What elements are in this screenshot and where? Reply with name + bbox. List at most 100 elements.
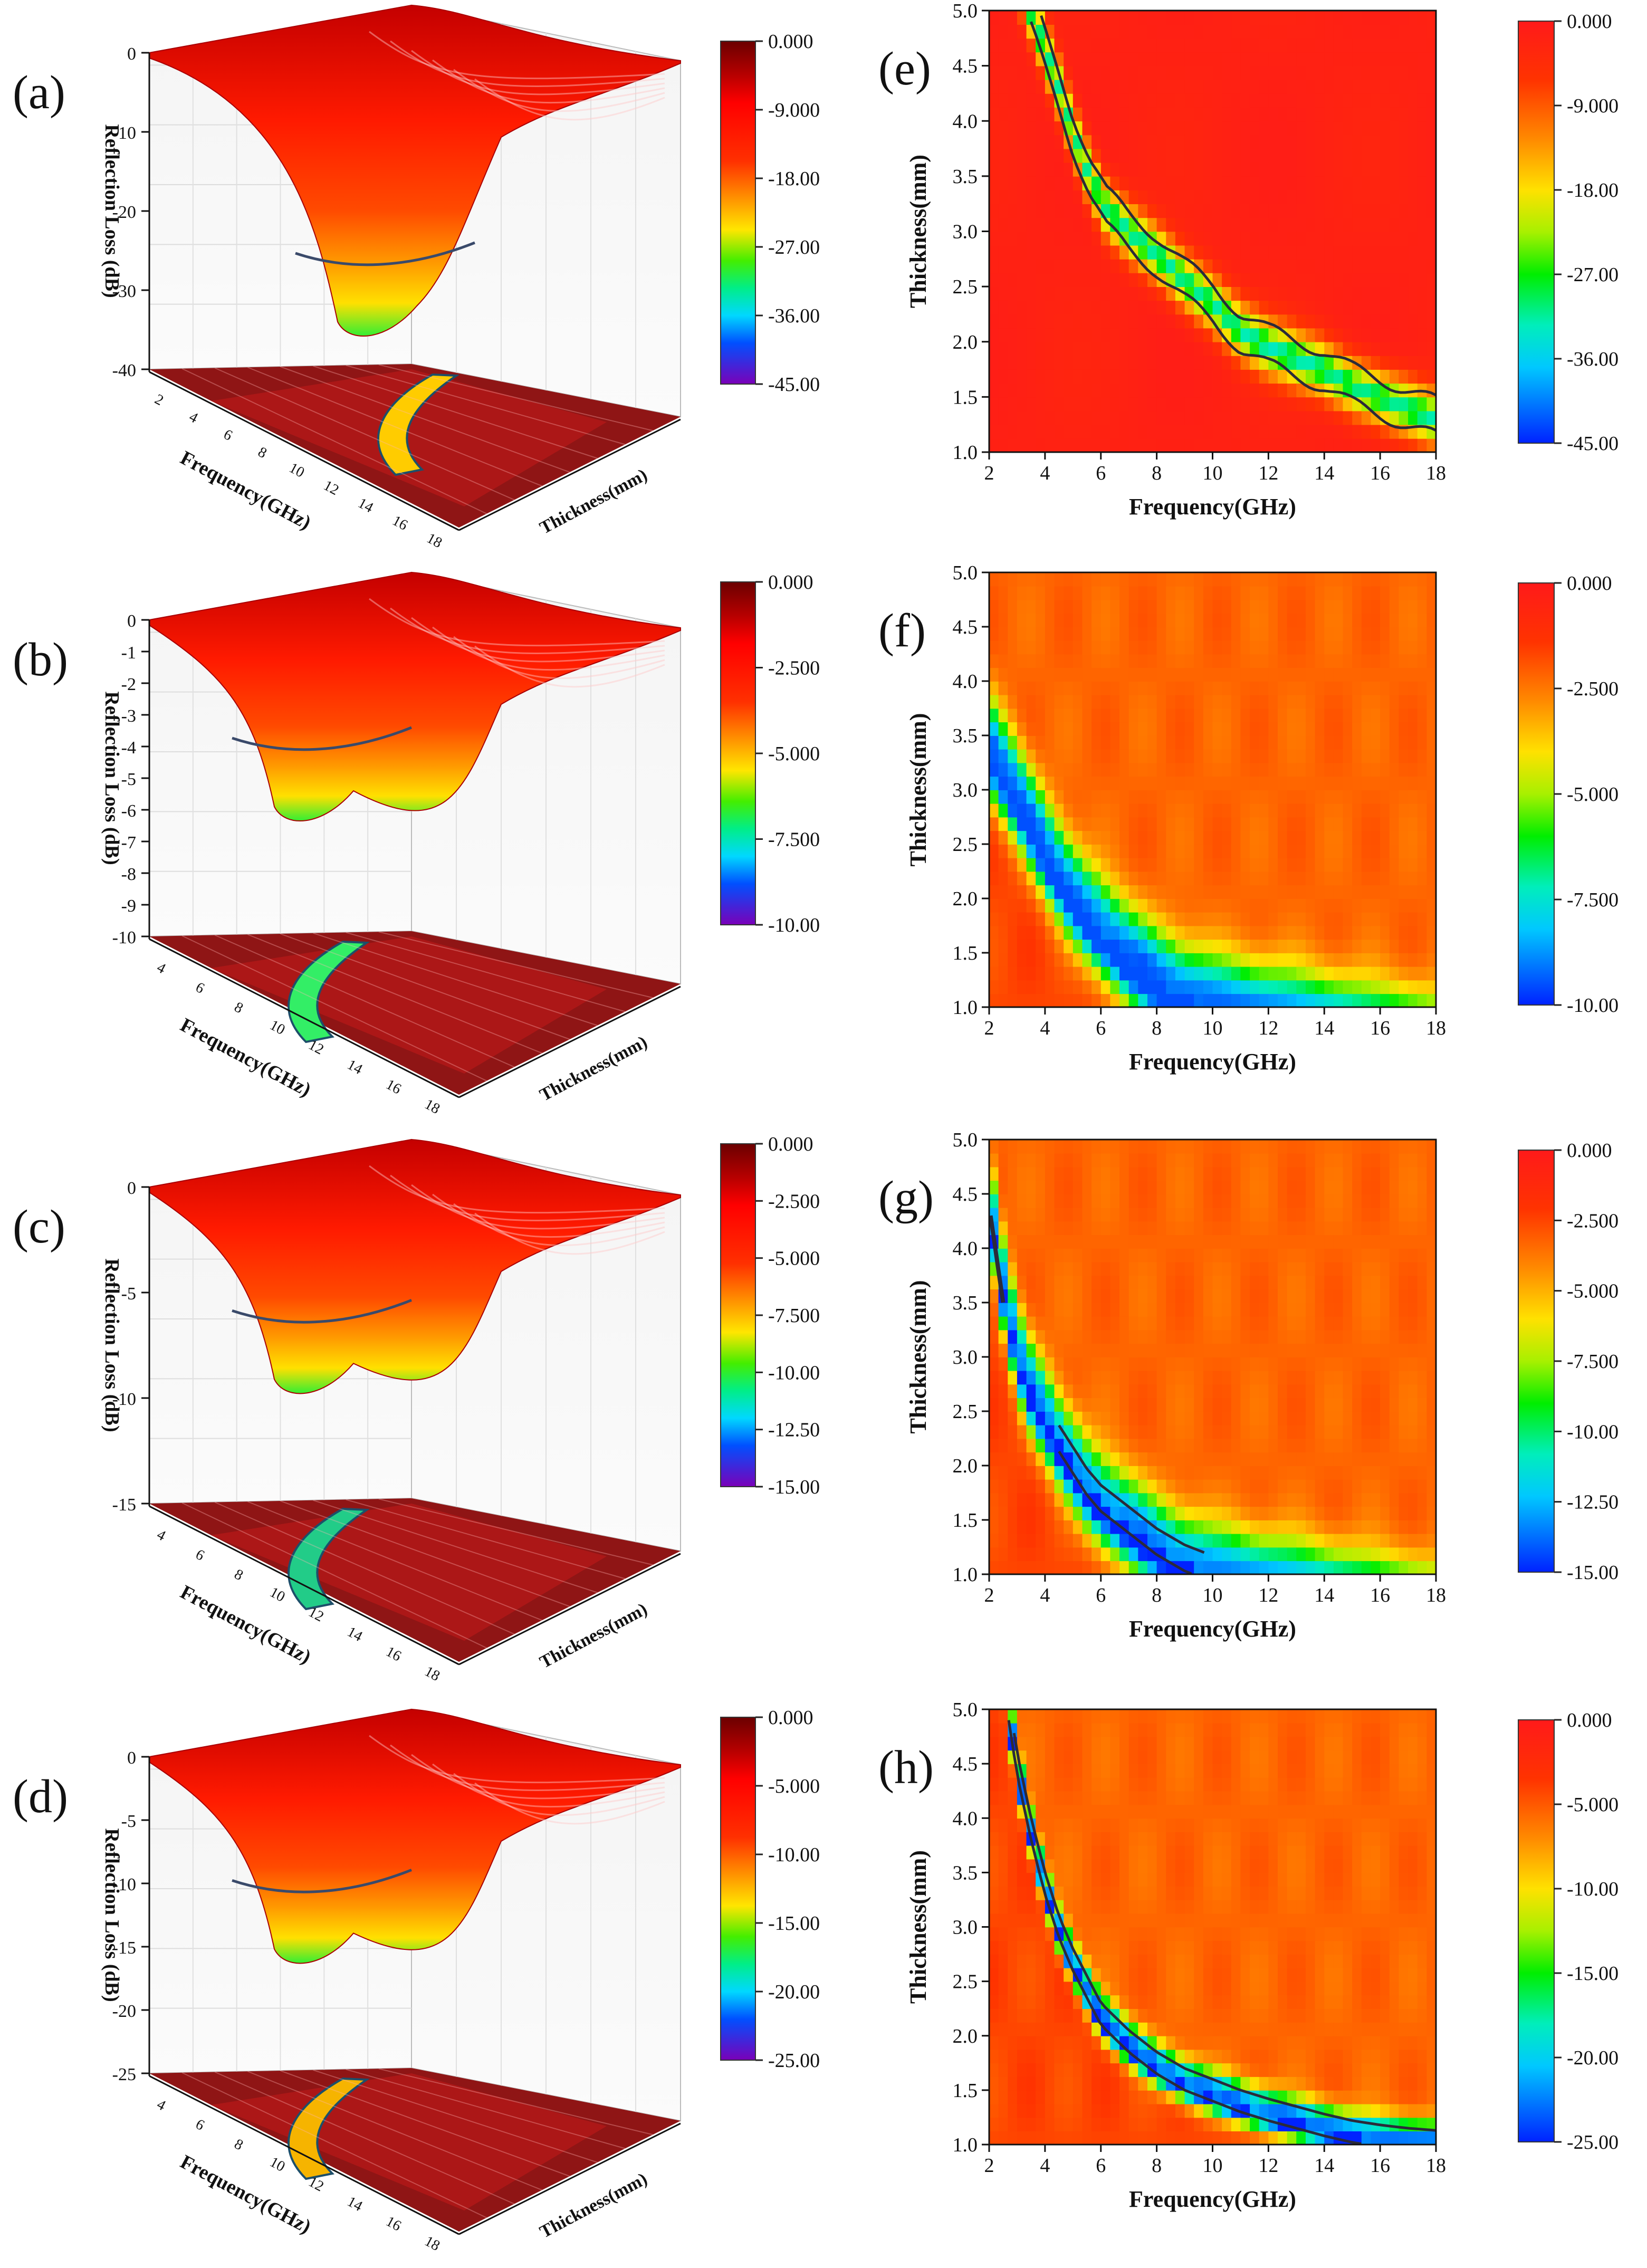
heat-cell (1306, 217, 1316, 232)
heat-cell (1315, 857, 1325, 872)
heat-cell (1119, 1194, 1129, 1208)
heat-cell (1091, 1343, 1102, 1357)
heat-cell (1287, 857, 1297, 872)
heat-cell (1259, 898, 1269, 913)
heat-cell (1399, 79, 1409, 94)
heat-cell (1380, 369, 1390, 384)
heat-cell (1119, 1479, 1129, 1494)
heat-cell (1408, 1140, 1418, 1154)
heat-cell (1371, 762, 1381, 777)
heat-cell (1250, 1194, 1260, 1208)
heat-cell (1054, 1153, 1064, 1168)
heat-cell (1268, 613, 1278, 627)
heat-cell (998, 1166, 1008, 1181)
heat-cell (1268, 722, 1278, 736)
heat-cell (1268, 790, 1278, 804)
heat-cell (1017, 1343, 1027, 1357)
heat-cell (1175, 993, 1185, 1008)
heat-cell (1231, 65, 1241, 80)
heat-cell (1389, 722, 1400, 736)
heat-cell (1119, 925, 1129, 940)
heat-cell (1417, 217, 1428, 232)
heat-cell (1017, 300, 1027, 315)
heat-cell (1417, 966, 1428, 981)
heat-cell (1128, 1289, 1139, 1303)
heat-cell (1128, 980, 1139, 994)
heat-cell (1110, 1194, 1120, 1208)
heat-cell (1389, 966, 1400, 981)
heat-cell (1073, 722, 1083, 736)
heat-cell (1026, 749, 1036, 763)
heat-cell (1036, 925, 1046, 940)
heat-cell (1278, 424, 1288, 439)
heat-cell (1119, 314, 1129, 329)
heat-cell (1259, 231, 1269, 246)
heat-cell (1380, 572, 1390, 587)
heat-cell (1250, 162, 1260, 177)
heat-cell (1036, 1398, 1046, 1412)
heat-cell (1408, 912, 1418, 926)
heat-cell (1194, 341, 1204, 356)
heat-cell (1222, 912, 1232, 926)
heat-cell (1324, 369, 1334, 384)
heat-cell (1408, 640, 1418, 655)
heat-cell (1426, 1492, 1437, 1507)
heat-cell (1064, 871, 1074, 886)
heat-cell (1036, 135, 1046, 149)
heat-cell (1212, 204, 1222, 218)
heat-cell (1194, 708, 1204, 723)
heat-cell (1380, 162, 1390, 177)
heat-cell (1352, 885, 1362, 899)
heat-cell (1352, 1384, 1362, 1399)
heat-cell (1315, 300, 1325, 315)
heat-cell (1408, 1248, 1418, 1262)
heat-cell (1306, 245, 1316, 260)
floor-grid (181, 1502, 487, 1649)
heat-cell (1324, 654, 1334, 668)
heat-cell (1333, 803, 1344, 818)
heat-cell (1073, 925, 1083, 940)
heat-cell (1138, 885, 1148, 899)
heat-cell (1352, 1275, 1362, 1290)
heat-cell (1315, 1424, 1325, 1439)
heat-cell (1212, 38, 1222, 53)
heat-cell (1361, 654, 1372, 668)
heat-cell (1100, 803, 1111, 818)
heat-cell (1119, 121, 1129, 136)
heat-cell (1278, 776, 1288, 790)
heat-cell (1222, 640, 1232, 655)
heat-cell (1045, 93, 1055, 108)
heat-cell (1045, 1166, 1055, 1181)
heat-cell (1091, 273, 1102, 287)
heat-cell (1417, 953, 1428, 967)
heat-cell (1222, 1547, 1232, 1562)
heat-cell (1408, 1194, 1418, 1208)
heat-cell (1110, 204, 1120, 218)
heat-cell (1194, 1303, 1204, 1317)
heat-cell (1156, 438, 1166, 453)
heat-cell (1054, 190, 1064, 204)
heat-cell (1361, 857, 1372, 872)
heat-cell (1091, 259, 1102, 273)
heat-cell (1082, 355, 1092, 370)
heat-cell (1417, 286, 1428, 301)
heat-cell (1091, 939, 1102, 953)
heat-cell (1147, 912, 1157, 926)
heat-cell (998, 1235, 1008, 1249)
heat-cell (1156, 383, 1166, 398)
heat-cell (1259, 844, 1269, 858)
heat-cell (1194, 1506, 1204, 1520)
heat-cell (1259, 1221, 1269, 1236)
heat-cell (1017, 1520, 1027, 1534)
heat-cell (1045, 953, 1055, 967)
heat-cell (1128, 1561, 1139, 1575)
heat-cell (1231, 438, 1241, 453)
heat-cell (1166, 1424, 1176, 1439)
heat-cell (1231, 1180, 1241, 1194)
heat-cell (1091, 1547, 1102, 1562)
heat-cell (1091, 1140, 1102, 1154)
heat-cell (1240, 11, 1250, 25)
heat-cell (1222, 1303, 1232, 1317)
heat-cell (1203, 1492, 1213, 1507)
heat-cell (1371, 135, 1381, 149)
